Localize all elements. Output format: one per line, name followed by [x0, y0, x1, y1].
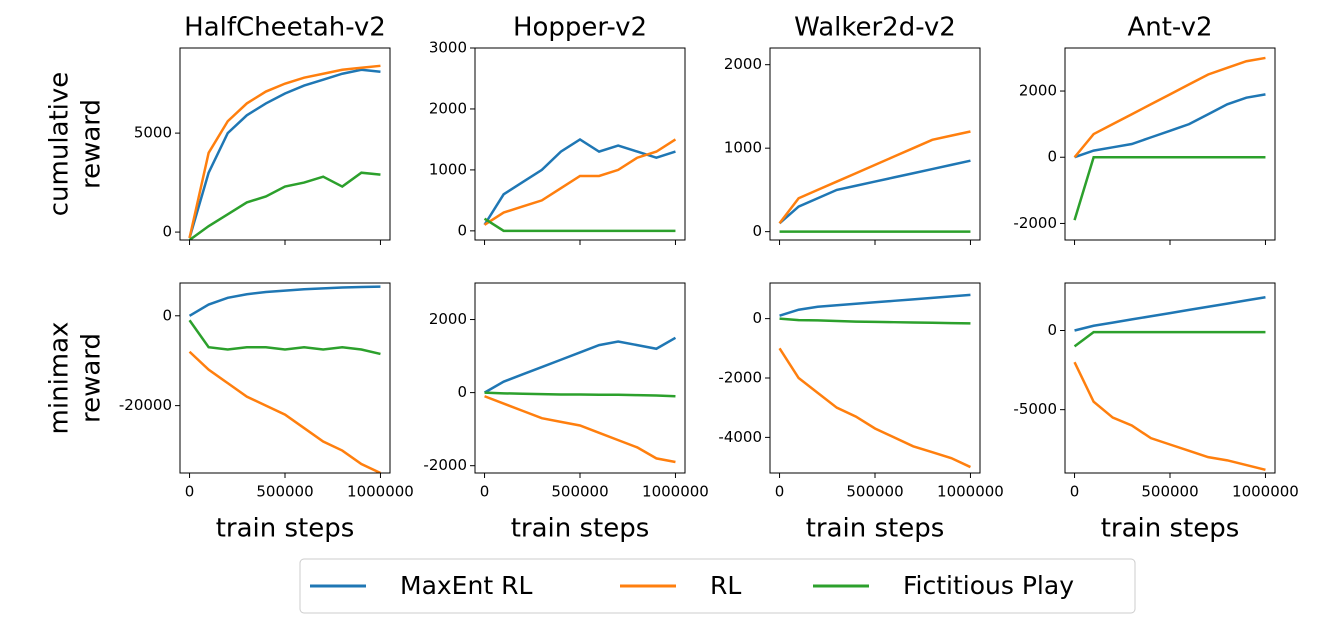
series-line [188, 64, 381, 239]
x-axis-label: train steps [216, 514, 355, 544]
x-tick-label: 0 [1070, 483, 1080, 501]
y-tick-label: 0 [162, 306, 172, 324]
y-tick-label: 0 [1047, 321, 1057, 339]
x-tick-label: 1000000 [347, 483, 414, 501]
series-line [188, 68, 381, 239]
x-axis-label: train steps [806, 514, 945, 544]
legend-label: MaxEnt RL [400, 571, 532, 600]
series-line [1073, 361, 1266, 472]
series-line [779, 293, 971, 317]
y-tick-label: 1000 [429, 160, 467, 178]
series-line [483, 138, 677, 226]
series-line [483, 217, 676, 233]
y-tick-label: 0 [1047, 148, 1057, 166]
subplot-title: Hopper-v2 [513, 13, 647, 43]
x-tick-label: 1000000 [1232, 483, 1299, 501]
y-tick-label: -2000 [718, 369, 762, 387]
series-line [1073, 155, 1266, 221]
y-axis-label: reward [77, 333, 107, 423]
series-line [484, 391, 676, 398]
y-tick-label: 0 [752, 222, 762, 240]
x-tick-label: 1000000 [937, 483, 1004, 501]
series-line [188, 285, 381, 317]
x-axis-label: train steps [511, 514, 650, 544]
y-tick-label: 2000 [1019, 82, 1057, 100]
y-tick-label: 2000 [429, 310, 467, 328]
y-axis-label: cumulative [45, 72, 75, 217]
legend-label: RL [710, 571, 741, 600]
series-line [779, 317, 971, 325]
y-tick-label: 0 [457, 221, 467, 239]
y-tick-label: -2000 [423, 456, 467, 474]
y-tick-label: 0 [457, 383, 467, 401]
series-line [778, 130, 971, 225]
x-tick-label: 500000 [551, 483, 608, 501]
y-tick-label: -20000 [119, 396, 172, 414]
y-axis-label: minimax [45, 322, 75, 435]
series-line [483, 137, 676, 226]
series-line [1073, 56, 1266, 159]
series-line [778, 159, 971, 225]
axes-frame [474, 282, 686, 474]
axes-frame [769, 47, 981, 241]
y-tick-label: 2000 [429, 99, 467, 117]
y-tick-label: -2000 [1013, 214, 1057, 232]
x-tick-label: 1000000 [642, 483, 709, 501]
y-tick-label: 0 [752, 309, 762, 327]
y-tick-label: 3000 [429, 39, 467, 57]
series-line [484, 395, 676, 464]
x-tick-label: 500000 [846, 483, 903, 501]
y-tick-label: 2000 [724, 55, 762, 73]
axes-frame [179, 282, 391, 474]
x-tick-label: 500000 [256, 483, 313, 501]
y-tick-label: 5000 [134, 124, 172, 142]
axes-frame [1064, 47, 1276, 241]
y-tick-label: 0 [162, 223, 172, 241]
y-axis-label: reward [77, 99, 107, 189]
series-line [188, 171, 381, 240]
series-line [483, 336, 677, 394]
y-tick-label: -5000 [1013, 400, 1057, 418]
y-tick-label: 1000 [724, 139, 762, 157]
x-axis-label: train steps [1101, 514, 1240, 544]
legend-box [299, 558, 1136, 614]
legend-label: Fictitious Play [903, 571, 1074, 600]
series-line [1074, 93, 1266, 159]
x-tick-label: 0 [185, 483, 195, 501]
axes-frame [179, 47, 391, 241]
series-line [188, 350, 381, 473]
x-tick-label: 0 [775, 483, 785, 501]
subplot-title: Walker2d-v2 [794, 13, 956, 43]
series-line [1074, 296, 1266, 332]
x-tick-label: 0 [480, 483, 490, 501]
subplot-title: Ant-v2 [1127, 13, 1212, 43]
axes-frame [769, 282, 981, 474]
series-line [1073, 330, 1266, 348]
x-tick-label: 500000 [1141, 483, 1198, 501]
subplot-title: HalfCheetah-v2 [184, 13, 386, 43]
series-line [188, 319, 381, 356]
series-line [778, 347, 971, 469]
y-tick-label: -4000 [718, 428, 762, 446]
